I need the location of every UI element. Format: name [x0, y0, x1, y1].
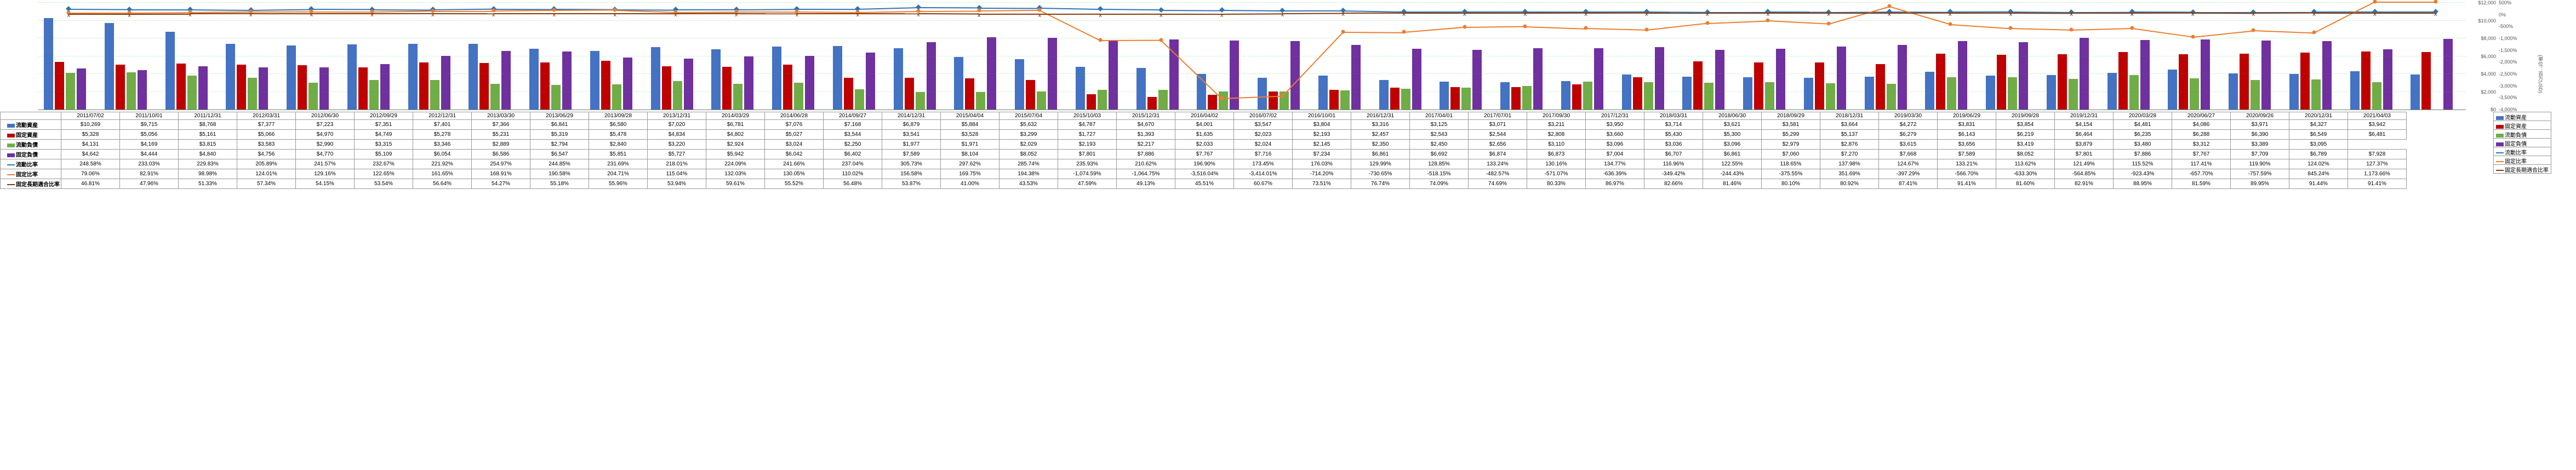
y-axis-right: -4,000%-3,500%-3,000%-2,500%-2,000%-1,50…	[2499, 0, 2532, 110]
chart-area: ××××××××××××××××××××××××××××××××××××××××	[38, 3, 2466, 110]
y-axis-left: $0$2,000$4,000$6,000$8,000$10,000$12,000	[2471, 0, 2499, 110]
unit-label: (単位：百万USD)	[2537, 55, 2544, 93]
right-legend: 流動資産 固定資産 流動負債 固定負債 流動比率 固定比率 固定長期適合比率	[2493, 112, 2551, 174]
data-table: 2011/07/022011/10/012011/12/312012/03/31…	[0, 112, 2407, 189]
